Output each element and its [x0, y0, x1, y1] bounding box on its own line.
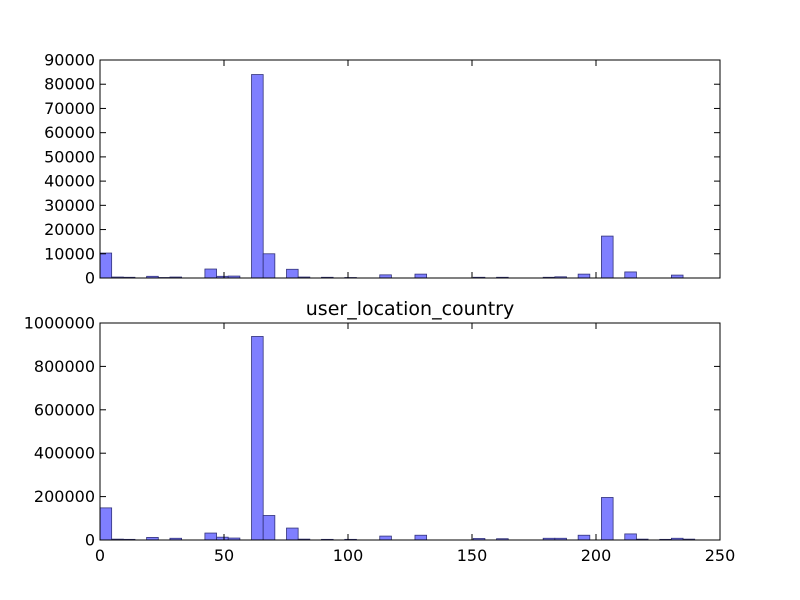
top-y-tick-label: 10000: [44, 244, 95, 263]
bottom-histogram-bar: [286, 527, 299, 541]
top-histogram-bar: [286, 268, 299, 279]
bottom-histogram-bar: [262, 515, 276, 541]
top-histogram-bar: [262, 253, 276, 279]
top-y-tick-label: 80000: [44, 75, 95, 94]
bottom-y-tick-label: 0: [85, 531, 95, 550]
top-y-tick-label: 70000: [44, 99, 95, 118]
bottom-histogram-bar: [99, 507, 113, 541]
top-histogram-bar: [99, 252, 113, 279]
bottom-histogram-bar: [204, 532, 217, 541]
top-histogram-bar: [601, 235, 614, 279]
top-y-tick-label: 50000: [44, 147, 95, 166]
bottom-plot-frame: [99, 322, 721, 541]
bottom-x-tick-label: 150: [457, 546, 488, 565]
bottom-histogram-bar: [577, 534, 591, 541]
top-histogram-bar: [251, 74, 264, 279]
top-histogram-bar: [577, 273, 591, 279]
bottom-y-tick-label: 800000: [34, 357, 95, 376]
top-y-tick-label: 90000: [44, 51, 95, 70]
top-histogram-panel: 0 10000 20000 30000 40000 50000 60000 70000 8000…: [44, 51, 721, 288]
top-axis-ticks: 0 10000 20000 30000 40000 50000 60000 70000 8000…: [44, 51, 721, 288]
bottom-x-tick-label: 50: [214, 546, 234, 565]
top-histogram-bar: [624, 271, 637, 279]
bottom-histogram-bar: [624, 533, 637, 541]
bottom-histogram-bar: [251, 336, 264, 541]
top-plot-frame: [99, 59, 721, 279]
chart-title: user_location_country: [306, 298, 515, 320]
bottom-x-tick-label: 250: [705, 546, 736, 565]
top-y-tick-label: 0: [85, 269, 95, 288]
top-histogram-bar: [204, 268, 217, 279]
top-y-tick-label: 20000: [44, 220, 95, 239]
top-y-tick-label: 60000: [44, 123, 95, 142]
bottom-histogram-panel: user_location_country 0 200000 400000 60000…: [24, 298, 736, 565]
bottom-x-tick-label: 100: [333, 546, 364, 565]
bottom-x-tick-label: 0: [95, 546, 105, 565]
bottom-y-tick-label: 400000: [34, 444, 95, 463]
bottom-histogram-bar: [414, 534, 428, 541]
bottom-y-tick-label: 600000: [34, 400, 95, 419]
top-y-tick-label: 30000: [44, 196, 95, 215]
bottom-x-tick-label: 200: [581, 546, 612, 565]
bottom-axis-ticks: 0 200000 400000 600000 800000 1000000 0 50 100 15…: [24, 314, 736, 566]
bottom-histogram-bar: [379, 535, 392, 541]
top-y-tick-label: 40000: [44, 172, 95, 191]
top-histogram-bar: [414, 273, 428, 279]
bottom-histogram-bar: [601, 497, 614, 541]
bottom-y-tick-label: 1000000: [24, 314, 95, 333]
bottom-y-tick-label: 200000: [34, 487, 95, 506]
